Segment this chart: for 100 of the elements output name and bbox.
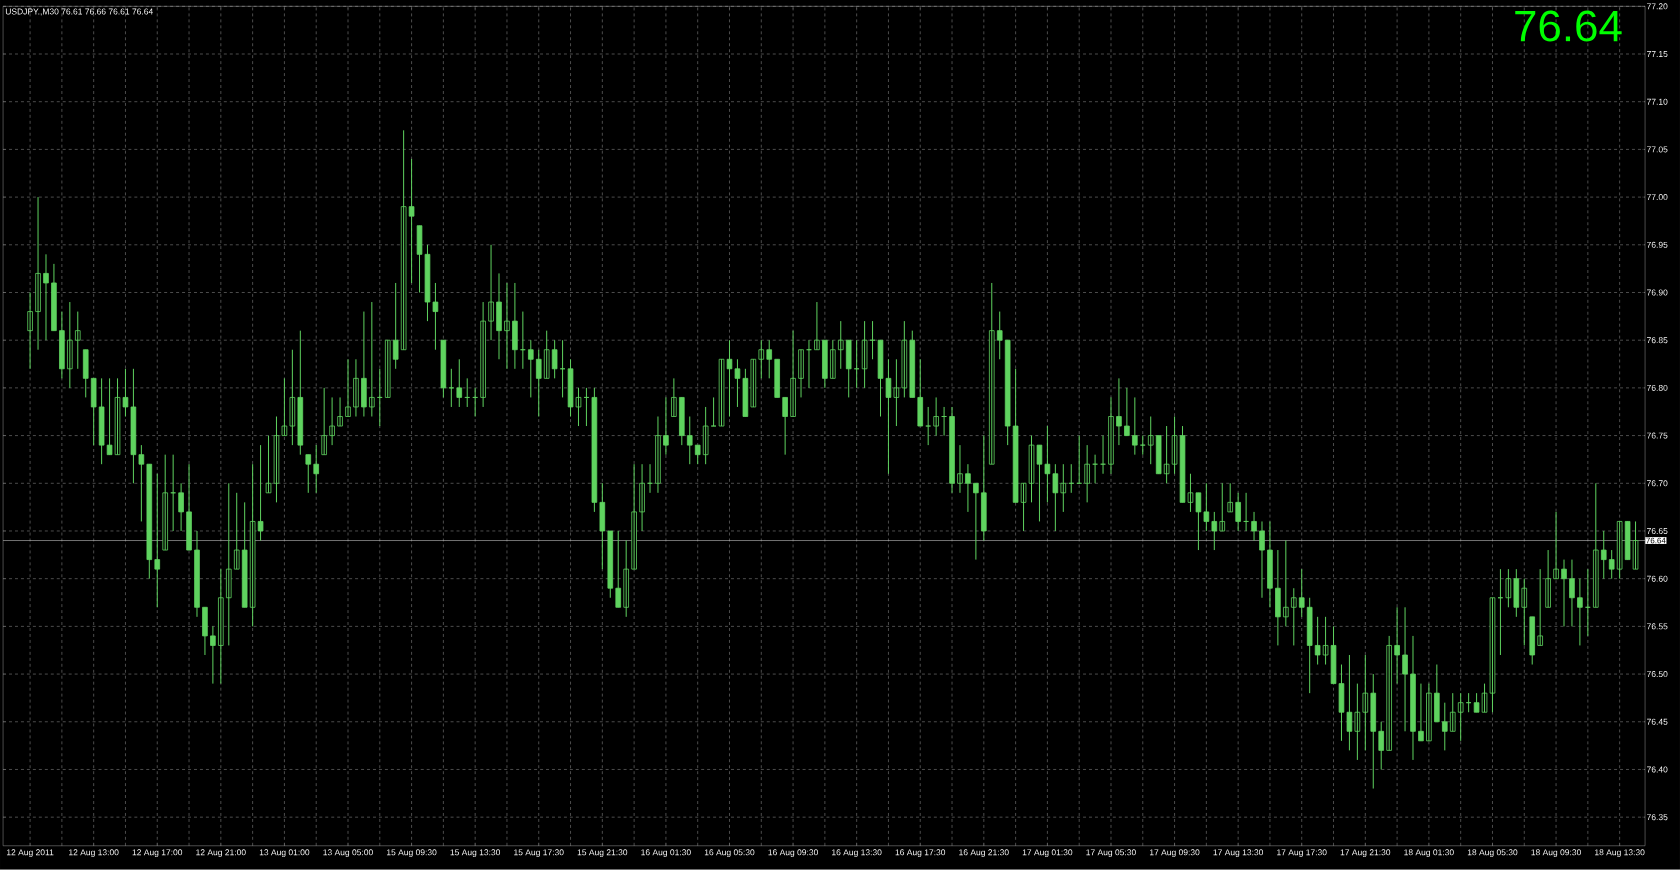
- candlestick: [917, 358, 924, 427]
- y-tick-label: 77.05: [1647, 146, 1668, 153]
- candlestick: [1306, 597, 1313, 694]
- candlestick: [1513, 568, 1520, 618]
- x-tick-label: 15 Aug 09:30: [386, 849, 437, 858]
- candlestick: [1616, 521, 1623, 580]
- y-tick-label: 76.80: [1647, 385, 1668, 392]
- candlestick: [1608, 549, 1615, 580]
- candlestick: [599, 482, 606, 570]
- chart-title: USDJPY.,M30 76.61 76.66 76.61 76.64: [5, 8, 153, 16]
- candlestick: [305, 454, 312, 494]
- x-tick-label: 16 Aug 01:30: [641, 849, 691, 858]
- candlestick: [1314, 616, 1321, 666]
- candlestick: [1593, 482, 1599, 608]
- candlestick: [1537, 568, 1543, 647]
- candlestick: [1219, 482, 1226, 532]
- candlestick: [702, 406, 709, 465]
- x-tick-label: 13 Aug 05:00: [323, 849, 373, 858]
- candlestick: [90, 377, 97, 446]
- y-tick-label: 76.35: [1647, 814, 1668, 821]
- candlestick: [384, 339, 391, 399]
- y-tick-label: 76.85: [1647, 337, 1668, 344]
- x-tick-label: 12 Aug 2011: [6, 849, 54, 858]
- candlestick: [448, 368, 455, 408]
- x-tick-label: 16 Aug 17:30: [895, 849, 946, 858]
- y-tick-label: 77.00: [1647, 194, 1668, 201]
- candlestick: [1505, 568, 1512, 608]
- x-tick-label: 16 Aug 09:30: [768, 849, 818, 858]
- x-tick-label: 16 Aug 13:30: [832, 849, 882, 858]
- candlestick: [535, 349, 542, 418]
- candlestick: [233, 492, 240, 570]
- y-tick-label: 77.15: [1647, 51, 1668, 58]
- candlestick: [138, 444, 145, 523]
- candlestick: [297, 330, 304, 456]
- y-tick-label: 76.55: [1647, 623, 1668, 630]
- candlestick: [1004, 339, 1011, 446]
- candlestick: [1155, 435, 1162, 475]
- candlestick: [766, 339, 773, 379]
- candlestick: [321, 387, 327, 456]
- candlestick: [901, 320, 908, 399]
- candlestick: [289, 349, 296, 446]
- candlestick: [241, 501, 248, 608]
- candlestick: [1378, 721, 1384, 771]
- x-tick-label: 17 Aug 13:30: [1213, 849, 1264, 858]
- candlestick: [1298, 568, 1305, 618]
- y-tick-label: 76.40: [1647, 766, 1668, 773]
- x-tick-label: 15 Aug 13:30: [450, 849, 501, 858]
- candlestick: [528, 339, 534, 399]
- candlestick: [1442, 702, 1448, 752]
- candlestick: [1211, 511, 1218, 551]
- x-tick-label: 18 Aug 13:30: [1595, 849, 1645, 858]
- candlestick: [774, 358, 780, 399]
- x-tick-label: 17 Aug 21:30: [1340, 849, 1391, 858]
- candlestick: [615, 530, 622, 608]
- candlestick: [1521, 578, 1528, 647]
- candlestick: [981, 435, 987, 542]
- y-tick-label: 76.50: [1647, 671, 1668, 678]
- candlestick: [98, 377, 105, 465]
- y-tick-label: 76.65: [1647, 528, 1668, 535]
- candlestick: [893, 358, 900, 427]
- candlestick: [925, 406, 931, 446]
- candlestick: [440, 339, 447, 399]
- candlestick: [369, 301, 375, 418]
- candlestick: [400, 129, 407, 351]
- y-tick-label: 77.20: [1647, 3, 1668, 10]
- x-tick-label: 15 Aug 21:30: [577, 849, 628, 858]
- candlestick: [1291, 587, 1297, 647]
- x-tick-label: 17 Aug 05:30: [1086, 849, 1136, 858]
- candlestick: [456, 358, 463, 408]
- x-tick-label: 15 Aug 17:30: [514, 849, 564, 858]
- candlestick: [742, 368, 749, 418]
- candlestick: [909, 330, 916, 399]
- x-tick-label: 18 Aug 09:30: [1531, 849, 1581, 858]
- candlestick: [249, 463, 256, 627]
- y-tick-label: 76.90: [1647, 289, 1668, 296]
- candlestick: [1012, 368, 1019, 503]
- candlestick: [694, 444, 701, 465]
- candlestick: [130, 368, 137, 484]
- candlestick: [408, 158, 415, 284]
- x-tick-label: 16 Aug 05:30: [704, 849, 755, 858]
- candlestick: [1203, 482, 1210, 532]
- candlestick: [1147, 416, 1154, 465]
- x-tick-label: 17 Aug 01:30: [1022, 849, 1073, 858]
- y-tick-label: 76.60: [1647, 575, 1668, 582]
- candlestick: [1195, 492, 1202, 551]
- candlestick: [162, 454, 168, 551]
- x-tick-label: 18 Aug 05:30: [1467, 849, 1518, 858]
- y-tick-label: 76.45: [1647, 718, 1668, 725]
- candlestick: [623, 540, 629, 618]
- candlestick: [257, 444, 264, 542]
- x-tick-label: 16 Aug 21:30: [959, 849, 1009, 858]
- candlestick: [988, 282, 995, 465]
- y-tick-label: 76.95: [1647, 241, 1668, 248]
- candlestick: [1434, 664, 1440, 723]
- candlestick: [1052, 463, 1059, 532]
- x-tick-label: 13 Aug 01:00: [259, 849, 310, 858]
- candlestick: [154, 473, 161, 608]
- candlestick: [758, 339, 765, 379]
- candlestick: [750, 358, 757, 408]
- candlestick: [607, 530, 614, 599]
